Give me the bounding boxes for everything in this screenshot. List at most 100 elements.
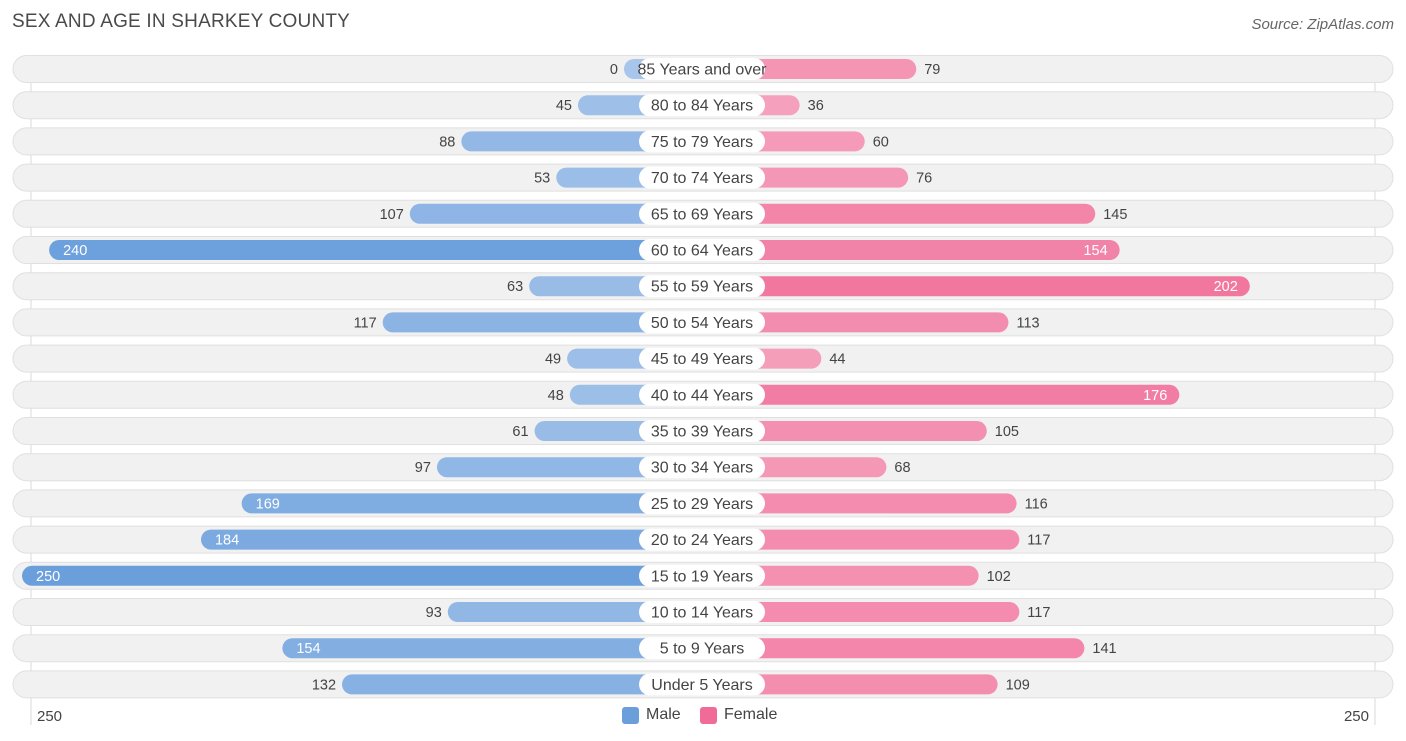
category-label: 10 to 14 Years <box>651 605 753 622</box>
female-bar <box>700 421 987 441</box>
female-value-label: 176 <box>1143 388 1167 404</box>
male-value-label: 49 <box>545 352 561 368</box>
category-label: 35 to 39 Years <box>651 424 753 441</box>
row-3: 70 to 74 Years 53 76 <box>12 163 1394 192</box>
category-label-bg <box>639 94 765 117</box>
male-value-label: 240 <box>63 243 87 259</box>
category-label: 30 to 34 Years <box>651 460 753 477</box>
row-4: 65 to 69 Years 107 145 <box>12 199 1394 228</box>
female-value-label: 79 <box>924 62 940 78</box>
row-2: 75 to 79 Years 88 60 <box>12 127 1394 156</box>
female-bar <box>700 240 1120 260</box>
legend-male-label: Male <box>646 706 681 723</box>
male-bar <box>49 240 703 260</box>
category-label: 40 to 44 Years <box>651 387 753 404</box>
row-15: 10 to 14 Years 93 117 <box>12 598 1394 626</box>
category-label-bg <box>639 492 765 515</box>
category-label: Under 5 Years <box>651 677 752 694</box>
category-label-bg <box>639 202 765 225</box>
row-6: 55 to 59 Years 63 202 <box>12 272 1394 301</box>
male-bar <box>409 203 702 224</box>
category-label-bg <box>639 275 765 298</box>
female-value-label: 44 <box>829 352 845 368</box>
female-value-label: 113 <box>1016 315 1039 331</box>
male-value-label: 88 <box>439 134 455 150</box>
row-8: 45 to 49 Years 49 44 <box>12 344 1394 373</box>
male-value-label: 117 <box>354 315 377 331</box>
female-bar <box>700 602 1020 622</box>
male-bar <box>241 493 702 514</box>
male-value-label: 0 <box>610 62 618 78</box>
male-value-label: 63 <box>507 279 523 295</box>
female-bar <box>700 493 1017 514</box>
female-bar <box>700 203 1096 224</box>
row-13: 20 to 24 Years 184 117 <box>12 525 1394 554</box>
male-bar <box>382 312 702 333</box>
female-bar <box>700 529 1020 550</box>
category-label: 80 to 84 Years <box>651 98 753 115</box>
category-label-bg <box>639 564 765 587</box>
category-label-bg <box>639 673 765 696</box>
category-label: 85 Years and over <box>638 62 768 79</box>
category-label: 15 to 19 Years <box>651 568 753 585</box>
male-value-label: 61 <box>512 424 528 440</box>
male-value-label: 107 <box>380 207 404 223</box>
male-value-label: 184 <box>215 533 239 549</box>
female-value-label: 117 <box>1027 533 1050 549</box>
female-value-label: 68 <box>894 460 910 476</box>
female-value-label: 109 <box>1006 677 1030 693</box>
male-value-label: 93 <box>426 605 442 621</box>
male-bar <box>200 529 702 550</box>
legend-male-swatch <box>622 707 639 724</box>
category-label-bg <box>639 383 765 406</box>
category-label-bg <box>639 58 765 80</box>
category-label: 75 to 79 Years <box>651 134 753 151</box>
category-label-bg <box>639 420 765 442</box>
male-bar <box>436 457 702 478</box>
male-value-label: 132 <box>312 677 336 693</box>
male-bar <box>282 638 702 659</box>
axis-left-label: 250 <box>37 708 63 725</box>
female-bar <box>700 276 1250 297</box>
category-label-bg <box>639 601 765 623</box>
category-label: 25 to 29 Years <box>651 496 753 513</box>
category-label: 50 to 54 Years <box>651 315 753 332</box>
row-16: 5 to 9 Years 154 141 <box>12 634 1394 663</box>
female-bar <box>700 638 1085 659</box>
male-value-label: 169 <box>256 496 280 512</box>
row-0: 85 Years and over 0 79 <box>12 55 1394 83</box>
row-14: 15 to 19 Years 250 102 <box>12 561 1394 590</box>
category-label-bg <box>639 130 765 153</box>
female-bar <box>700 674 998 695</box>
male-value-label: 250 <box>36 569 60 585</box>
category-label-bg <box>639 637 765 660</box>
female-bar <box>700 565 979 586</box>
male-value-label: 154 <box>296 641 320 657</box>
male-value-label: 53 <box>534 171 550 187</box>
chart-title: SEX AND AGE IN SHARKEY COUNTY <box>12 11 351 32</box>
female-value-label: 141 <box>1092 641 1116 657</box>
male-bar <box>447 602 702 622</box>
row-17: Under 5 Years 132 109 <box>12 670 1394 699</box>
category-label-bg <box>639 528 765 551</box>
category-label-bg <box>639 166 765 189</box>
category-label: 45 to 49 Years <box>651 351 753 368</box>
female-value-label: 154 <box>1083 243 1107 259</box>
female-value-label: 105 <box>995 424 1019 440</box>
female-value-label: 36 <box>808 98 824 114</box>
row-1: 80 to 84 Years 45 36 <box>12 91 1394 120</box>
male-bar <box>22 565 702 586</box>
category-label: 70 to 74 Years <box>651 170 753 187</box>
category-label: 55 to 59 Years <box>651 279 753 296</box>
category-label: 20 to 24 Years <box>651 532 753 549</box>
source-label: Source: ZipAtlas.com <box>1251 16 1394 33</box>
female-value-label: 76 <box>916 171 932 187</box>
axis-right-label: 250 <box>1343 708 1369 725</box>
category-label: 60 to 64 Years <box>651 243 753 260</box>
female-value-label: 102 <box>987 569 1011 585</box>
row-5: 60 to 64 Years 240 154 <box>12 236 1394 264</box>
female-value-label: 116 <box>1025 496 1048 512</box>
row-9: 40 to 44 Years 48 176 <box>12 380 1394 409</box>
category-label-bg <box>639 239 765 261</box>
category-label: 5 to 9 Years <box>660 641 745 658</box>
